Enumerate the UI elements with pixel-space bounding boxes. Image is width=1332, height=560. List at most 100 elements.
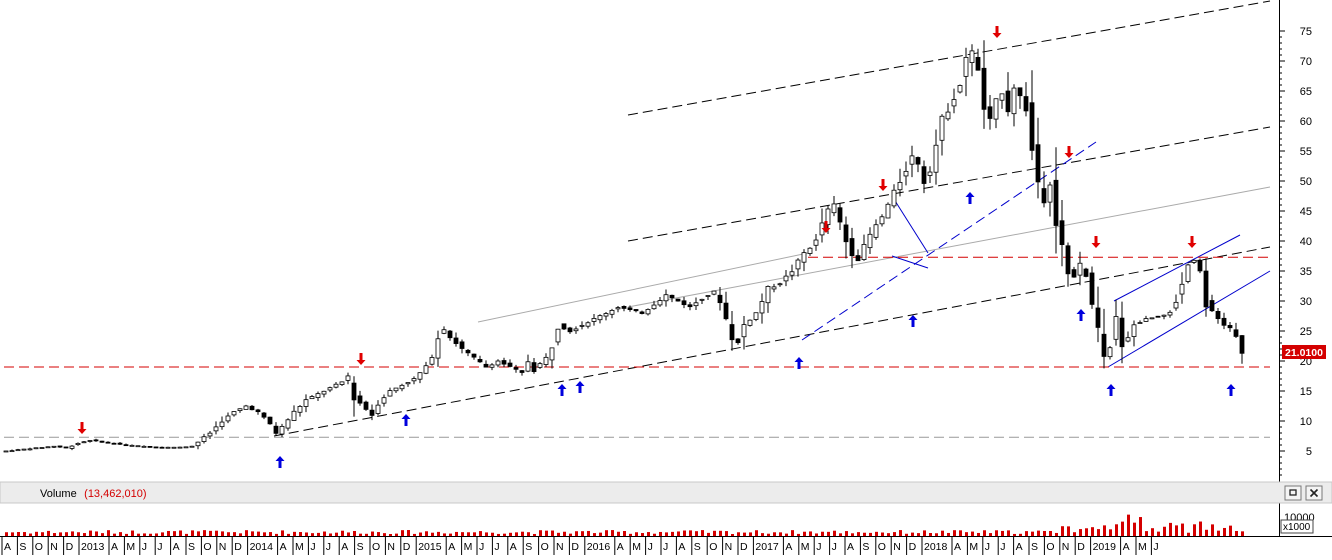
volume-bar: [425, 531, 428, 536]
volume-bar: [1091, 527, 1094, 536]
volume-bar: [1187, 532, 1190, 536]
candle: [741, 315, 747, 350]
candle: [1239, 334, 1245, 364]
month-label: J: [985, 541, 990, 553]
candle: [543, 353, 549, 368]
volume-bar: [1067, 526, 1070, 536]
candle: [51, 445, 57, 449]
candle: [1125, 331, 1131, 343]
candle: [663, 289, 669, 307]
trend-line: [627, 186, 1271, 308]
volume-bar: [83, 533, 86, 536]
volume-bar: [551, 530, 554, 536]
candle: [591, 313, 597, 326]
candle: [507, 359, 513, 368]
volume-bar: [113, 533, 116, 536]
candle: [675, 298, 681, 302]
volume-bar: [383, 533, 386, 536]
candle: [237, 408, 243, 413]
candle: [189, 445, 195, 448]
month-label: N: [556, 541, 564, 553]
candle: [639, 310, 645, 315]
candle: [699, 298, 705, 304]
month-label: A: [341, 541, 348, 553]
year-label: 2019: [1093, 541, 1117, 553]
volume-bar: [395, 533, 398, 536]
close-button[interactable]: [1305, 485, 1323, 501]
volume-bar: [863, 532, 866, 536]
trend-line: [627, 126, 1271, 242]
volume-bar: [719, 530, 722, 536]
volume-bar: [737, 532, 740, 536]
candle: [753, 312, 759, 322]
volume-bar: [971, 531, 974, 536]
candle: [513, 364, 519, 373]
candle: [807, 247, 813, 256]
candle: [999, 93, 1005, 109]
candle: [405, 382, 411, 387]
candle: [657, 297, 663, 307]
candle: [927, 166, 933, 184]
volume-bar: [557, 532, 560, 536]
candle: [225, 412, 231, 424]
volume-bar: [659, 531, 662, 536]
volume-bar: [59, 532, 62, 536]
price-tick-label: 45: [1300, 206, 1312, 218]
candle: [1047, 181, 1053, 217]
restore-button[interactable]: [1284, 485, 1302, 501]
sell-arrow-icon: [1064, 146, 1074, 158]
month-label: A: [280, 541, 287, 553]
volume-bar: [545, 530, 548, 536]
year-label: 2014: [250, 541, 274, 553]
volume-bar: [623, 530, 626, 536]
month-label: N: [1062, 541, 1070, 553]
price-tick-label: 15: [1300, 386, 1312, 398]
volume-bar: [449, 533, 452, 536]
month-label: M: [295, 541, 304, 553]
candle: [519, 369, 525, 376]
volume-bar: [779, 532, 782, 536]
volume-bar: [71, 531, 74, 536]
volume-bar: [215, 530, 218, 536]
price-tick-label: 75: [1300, 26, 1312, 38]
volume-bar: [77, 532, 80, 536]
volume-bar: [947, 532, 950, 536]
buy-arrow-icon: [557, 384, 567, 396]
volume-bar: [593, 533, 596, 536]
volume-bar: [713, 530, 716, 536]
candle: [573, 326, 579, 334]
close-icon: [1309, 488, 1319, 498]
volume-bar: [881, 532, 884, 536]
candle: [375, 400, 381, 416]
candle: [339, 381, 345, 387]
month-label: O: [541, 541, 549, 553]
volume-bar: [1193, 524, 1196, 536]
volume-bar: [1013, 533, 1016, 536]
candle: [789, 264, 795, 281]
price-tick-label: 65: [1300, 86, 1312, 98]
month-label: D: [234, 541, 242, 553]
month-label: D: [66, 541, 74, 553]
candle: [117, 442, 123, 446]
volume-bar: [803, 531, 806, 536]
candle: [75, 442, 81, 446]
month-label: S: [1031, 541, 1038, 553]
candle: [33, 447, 39, 450]
volume-bar: [959, 530, 962, 536]
volume-bar: [461, 532, 464, 536]
candle: [477, 355, 483, 363]
volume-bar: [611, 530, 614, 536]
candle: [537, 362, 543, 369]
volume-bar: [743, 532, 746, 536]
candle: [687, 302, 693, 311]
month-label: N: [387, 541, 395, 553]
candle: [165, 446, 171, 449]
volume-bar: [1079, 529, 1082, 536]
candle: [261, 411, 267, 420]
volume-bar: [521, 531, 524, 536]
volume-bar: [275, 533, 278, 536]
candle: [69, 445, 75, 451]
candle: [297, 405, 303, 417]
volume-bar: [341, 530, 344, 536]
candle: [1131, 320, 1137, 347]
